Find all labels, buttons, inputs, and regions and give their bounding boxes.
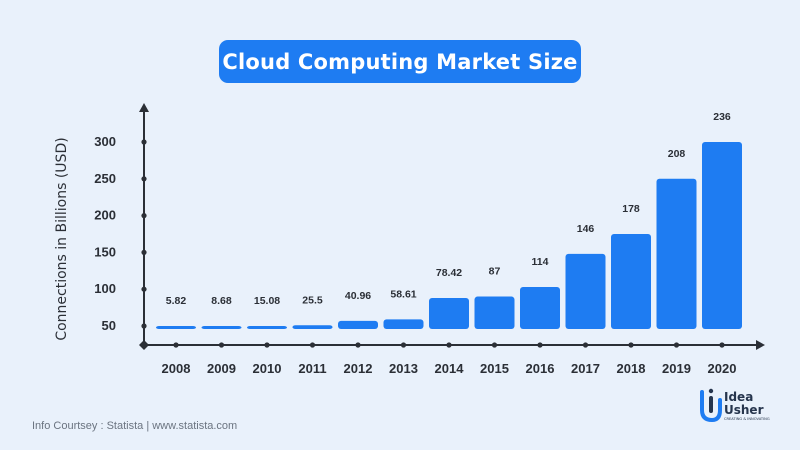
- y-tick-dot: [141, 176, 147, 182]
- x-tick-label-2010: 2010: [253, 361, 282, 376]
- bars: [156, 142, 742, 329]
- y-tick-label: 200: [94, 208, 116, 223]
- bar-2020: [702, 142, 742, 329]
- bar-2013: [383, 319, 424, 329]
- x-tick-label-2014: 2014: [435, 361, 465, 376]
- x-tick-dot: [673, 342, 680, 348]
- x-tick-label-2019: 2019: [662, 361, 691, 376]
- bar-2017: [565, 253, 606, 329]
- x-tick-label-2011: 2011: [298, 361, 326, 376]
- y-axis-arrow: [139, 103, 149, 112]
- y-tick-label: 300: [94, 134, 116, 149]
- bar-2016: [520, 286, 560, 329]
- x-tick-dot: [355, 342, 361, 348]
- data-label-2010: 15.08: [254, 295, 280, 307]
- data-label-2015: 87: [489, 266, 501, 278]
- data-label-2009: 8.68: [211, 295, 232, 307]
- y-tick-labels: 50 100 150 200 250 300: [94, 134, 116, 333]
- bar-2009: [201, 326, 242, 329]
- x-tick-dot: [446, 342, 452, 348]
- x-tick-dot: [264, 342, 270, 348]
- bar-2012: [338, 320, 378, 329]
- data-label-2018: 178: [622, 203, 640, 215]
- x-tick-label-2012: 2012: [344, 361, 373, 376]
- chart-title: Cloud Computing Market Size: [219, 40, 581, 83]
- data-label-2013: 58.61: [390, 288, 416, 300]
- bar-2011: [292, 325, 333, 329]
- data-label-2017: 146: [577, 223, 595, 235]
- x-tick-label-2016: 2016: [526, 361, 555, 376]
- y-tick-label: 50: [102, 318, 116, 333]
- ideausher-logo: Idea Usher CREATING & INNOVATING: [698, 386, 778, 428]
- x-tick-label-2008: 2008: [162, 361, 191, 376]
- x-tick-dot: [582, 342, 589, 348]
- x-tick-label-2013: 2013: [389, 361, 418, 376]
- x-tick-dot: [218, 342, 225, 348]
- x-tick-dot: [628, 342, 634, 348]
- y-tick-dot: [141, 286, 147, 292]
- bar-2008: [156, 326, 196, 329]
- x-axis-arrow: [756, 340, 765, 350]
- data-label-2020: 236: [713, 111, 731, 123]
- x-tick-label-2020: 2020: [708, 361, 737, 376]
- y-axis-label: Connections in Billions (USD): [54, 137, 70, 340]
- y-tick-label: 250: [94, 171, 116, 186]
- data-label-2014: 78.42: [436, 267, 462, 279]
- data-label-2008: 5.82: [166, 295, 187, 307]
- y-tick-dot: [141, 213, 147, 219]
- axes: [139, 103, 765, 350]
- x-tick-label-2017: 2017: [571, 361, 600, 376]
- x-tick-dot: [491, 342, 498, 348]
- bar-2015: [474, 296, 515, 329]
- x-tick-label-2015: 2015: [480, 361, 509, 376]
- x-tick-dot: [400, 342, 407, 348]
- data-label-2019: 208: [668, 148, 686, 160]
- logo-tagline: CREATING & INNOVATING: [724, 417, 770, 421]
- logo-line1: Idea: [724, 390, 753, 404]
- data-label-2012: 40.96: [345, 290, 371, 302]
- x-tick-dot: [537, 342, 543, 348]
- x-tick-dot: [719, 342, 725, 348]
- x-tick-label-2009: 2009: [207, 361, 236, 376]
- bar-2014: [429, 298, 469, 329]
- y-tick-label: 150: [94, 244, 116, 259]
- x-tick-dot: [173, 342, 179, 348]
- y-tick-dot: [141, 323, 147, 329]
- x-tick-dot: [309, 342, 316, 348]
- y-tick-dot: [141, 249, 147, 255]
- y-tick-label: 100: [94, 281, 116, 296]
- origin-marker: [139, 340, 149, 350]
- data-labels: 5.82 8.68 15.08 25.5 40.96 58.61 78.42 87 114 146…: [166, 111, 731, 307]
- y-tick-dot: [141, 139, 147, 145]
- x-tick-label-2018: 2018: [617, 361, 646, 376]
- bar-2018: [611, 234, 651, 329]
- data-label-2011: 25.5: [302, 294, 323, 306]
- source-credit: Info Courtsey : Statista | www.statista.…: [32, 420, 238, 432]
- data-label-2016: 114: [532, 256, 549, 268]
- bar-2010: [247, 326, 287, 329]
- bar-2019: [656, 178, 697, 329]
- logo-line2: Usher: [724, 403, 764, 417]
- x-tick-labels: 2008 2009 2010 2011 2012 2013 2014 2015 2016 2017…: [162, 361, 737, 376]
